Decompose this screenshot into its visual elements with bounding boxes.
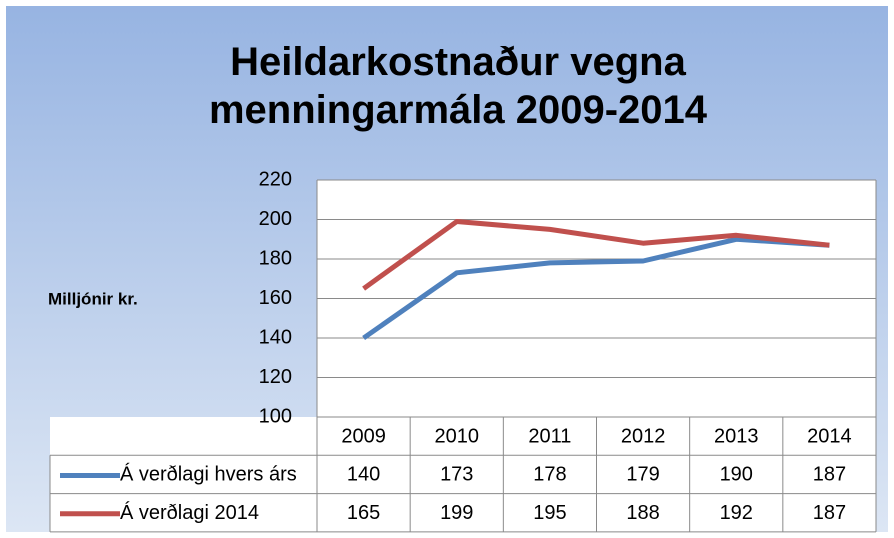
y-tick-label: 200 [259, 208, 292, 230]
x-tick-label: 2012 [621, 425, 666, 447]
y-tick-label: 160 [259, 287, 292, 309]
table-value: 188 [626, 502, 659, 524]
table-value: 173 [440, 464, 473, 486]
table-value: 192 [720, 502, 753, 524]
line-series [362, 219, 830, 291]
table-value: 195 [533, 502, 566, 524]
y-tick-label: 100 [259, 405, 292, 427]
table-value: 187 [813, 502, 846, 524]
line-series [362, 236, 830, 341]
legend-label: Á verðlagi 2014 [120, 501, 259, 524]
x-tick-label: 2014 [807, 425, 852, 447]
legend-label: Á verðlagi hvers árs [120, 463, 297, 486]
y-tick-label: 140 [259, 326, 292, 348]
table-value: 140 [347, 464, 380, 486]
table-value: 179 [626, 464, 659, 486]
y-axis-label: Milljónir kr. [48, 289, 138, 308]
chart-title: Heildarkostnaður vegna menningarmála 200… [208, 40, 708, 132]
x-tick-label: 2013 [714, 425, 759, 447]
y-tick-label: 120 [259, 366, 292, 388]
table-value: 199 [440, 502, 473, 524]
table-value: 187 [813, 464, 846, 486]
x-tick-label: 2010 [435, 425, 480, 447]
table-value: 190 [720, 464, 753, 486]
table-value: 165 [347, 502, 380, 524]
x-tick-label: 2011 [528, 425, 571, 447]
x-tick-label: 2009 [341, 425, 386, 447]
table-value: 178 [533, 464, 566, 486]
y-tick-label: 180 [259, 247, 292, 269]
y-tick-label: 220 [259, 168, 292, 190]
data-table [50, 417, 876, 532]
